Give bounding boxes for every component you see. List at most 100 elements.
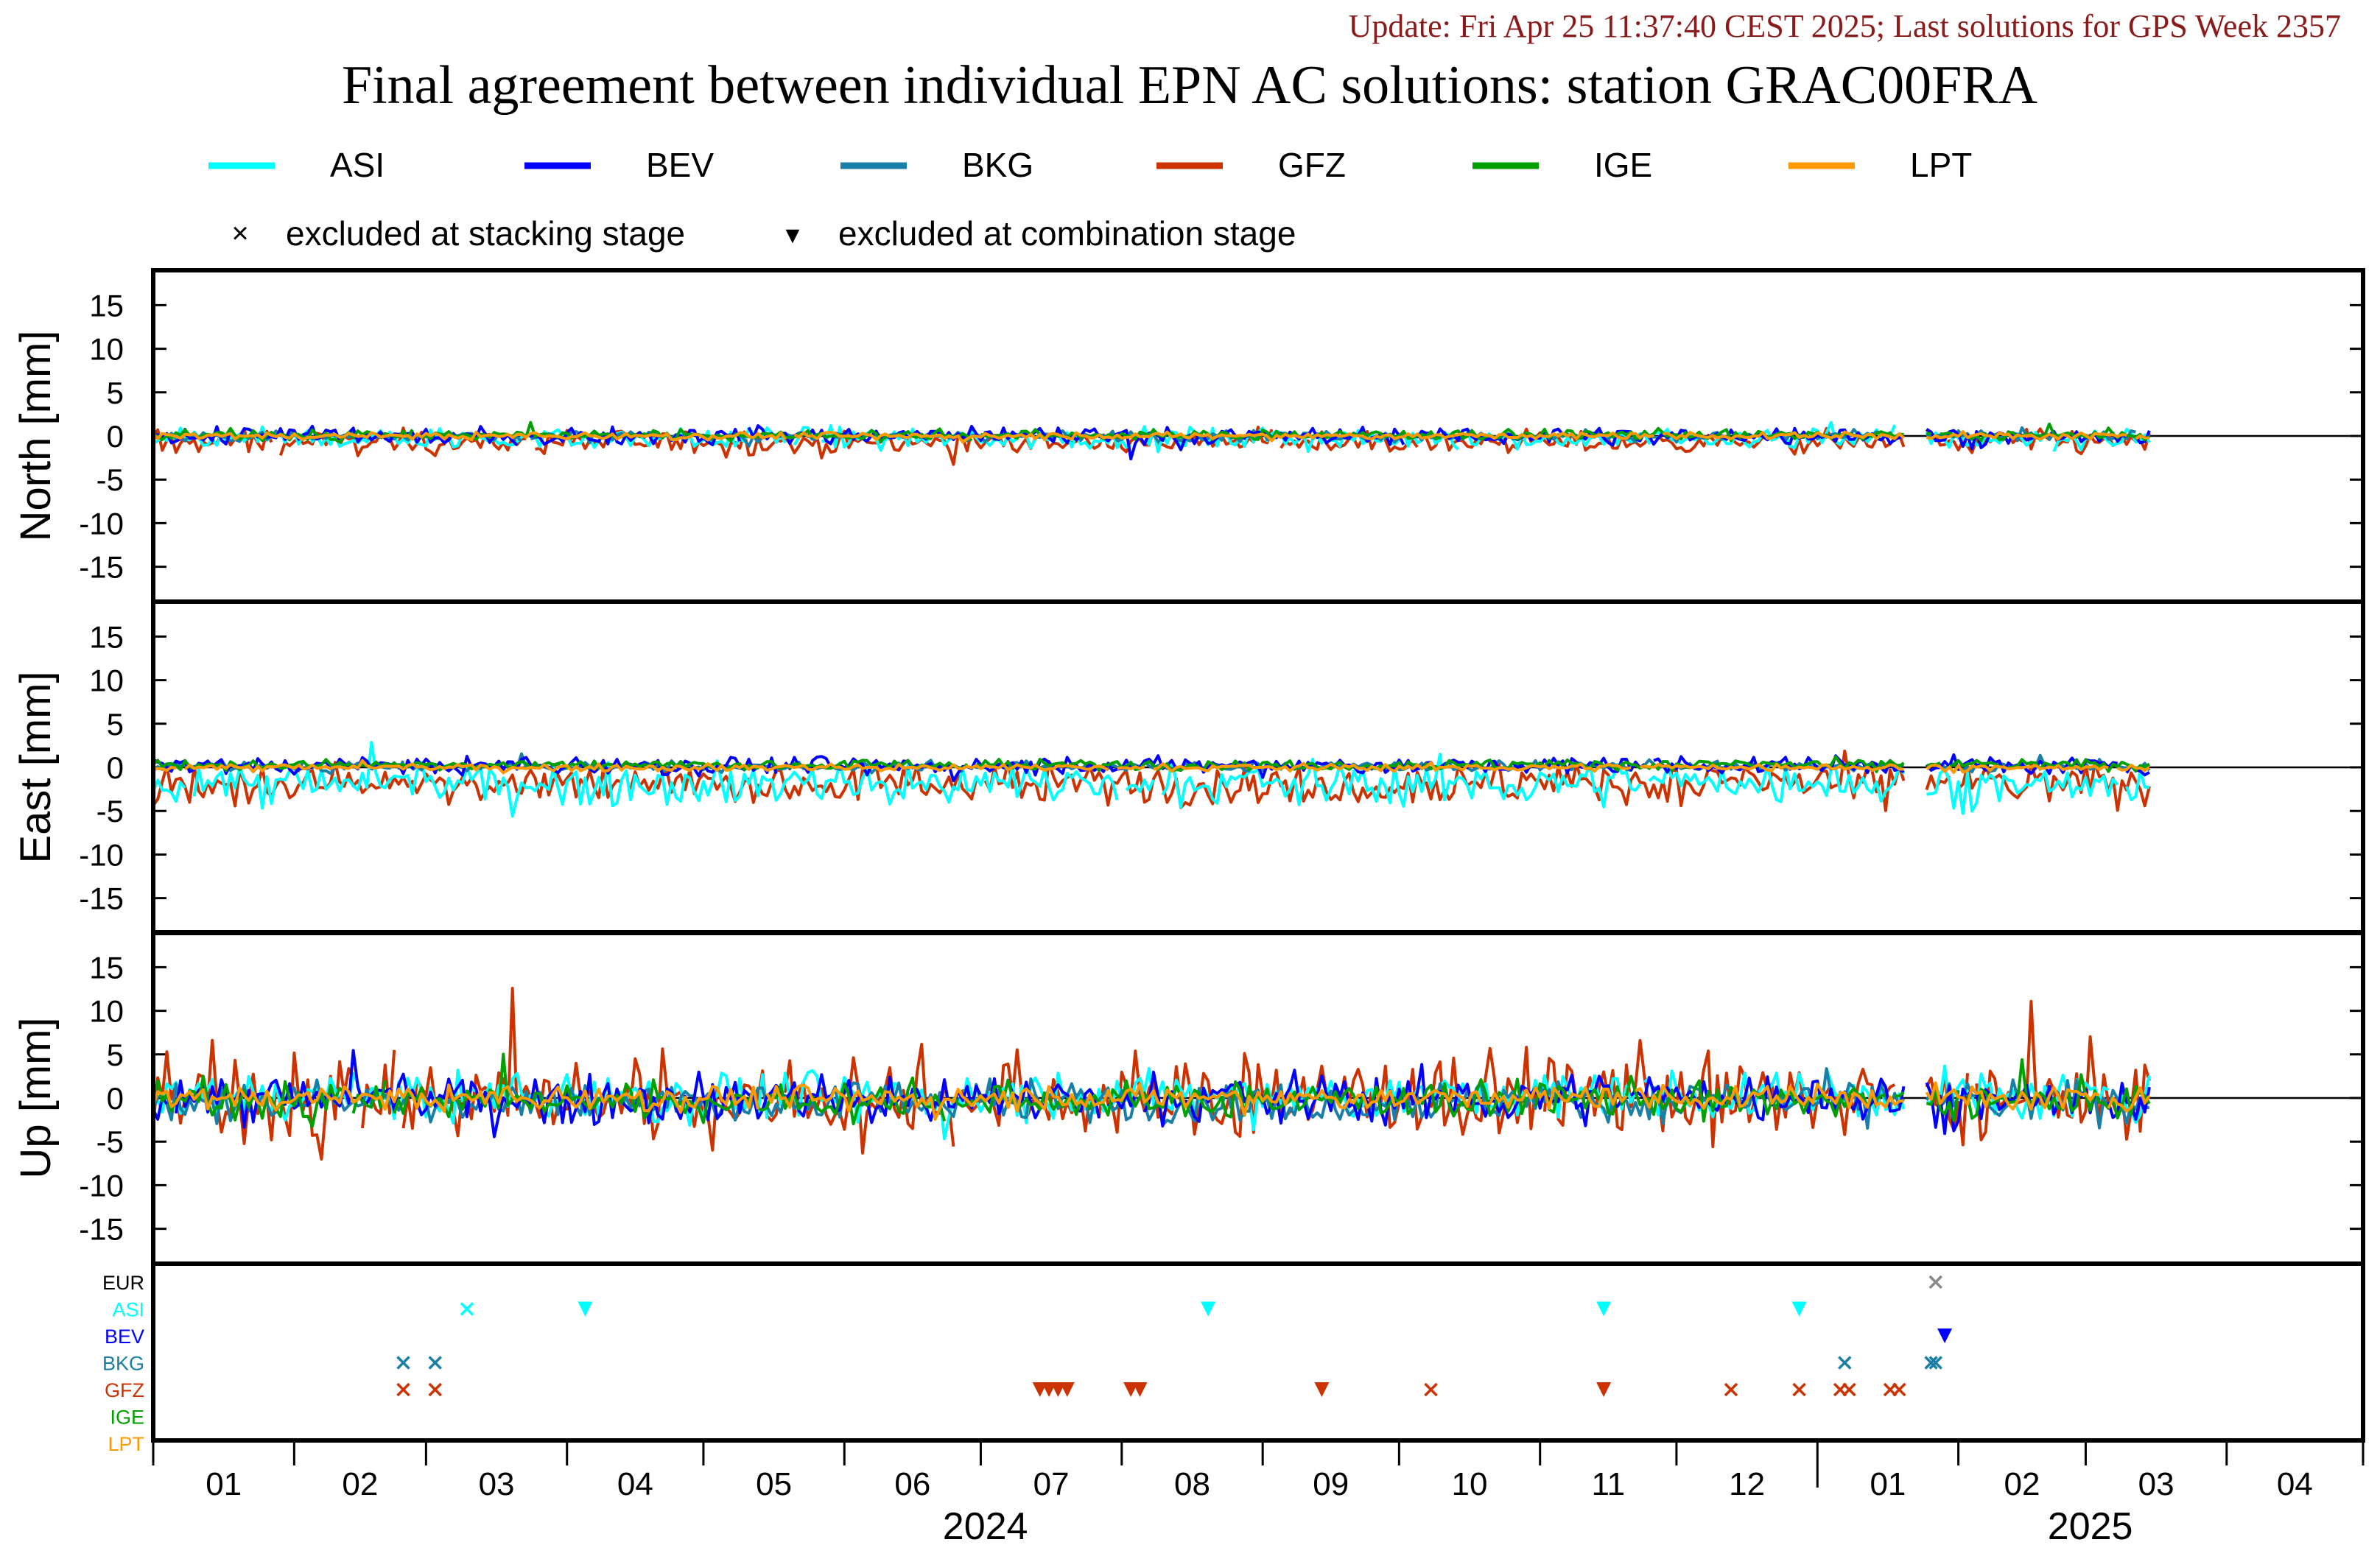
exclusion-marker-stacking-eur [1928,1275,1942,1289]
xtick-label-month: 03 [2138,1466,2174,1502]
panels: 15 10 5 0 -5 -10 -15 North [mm] 15 10 5 0 -5 -10 -15 Ea… [12,268,2365,1266]
panel-north: 15 10 5 0 -5 -10 -15 North [mm] [12,268,2365,604]
exclusion-marker-stacking-gfz [1842,1382,1856,1397]
exclusion-row-label-bkg: BKG [102,1353,144,1375]
legend: ASI BEV BKG GFZ IGE LPT × excluded at stacking … [208,146,1972,253]
exclusion-marker-stacking-asi [460,1302,474,1316]
xtick-label-month: 01 [206,1466,242,1502]
exclusion-marker-stacking-bkg [396,1356,410,1370]
xtick-label-month: 03 [479,1466,515,1502]
ytick-label-east: 5 [107,707,124,742]
ytick-label-north: -15 [79,550,124,585]
ytick-label-up: 5 [107,1038,124,1072]
series-line-asi-east [152,741,2150,818]
ytick-label-north: -10 [79,506,124,541]
exclusion-row-label-gfz: GFZ [105,1379,144,1401]
ytick-label-up: 15 [89,950,124,985]
xtick-label-month: 02 [2004,1466,2040,1502]
ytick-label-east: 10 [89,664,124,698]
exclusion-marker-combination-gfz [1596,1382,1612,1397]
xlabel-year-2024: 2024 [943,1505,1028,1545]
exclusion-marker-combination-gfz [1132,1382,1148,1397]
exclusion-row-label-eur: EUR [102,1272,144,1294]
xtick-label-month: 02 [342,1466,378,1502]
exclusion-marker-combination-gfz [1059,1382,1075,1397]
ylabel-up: Up [mm] [12,1017,60,1178]
legend-label-asi: ASI [330,146,385,184]
ytick-label-up: 0 [107,1081,124,1116]
ylabel-north: North [mm] [12,331,60,542]
exclusion-marker-stacking-gfz [1424,1382,1438,1397]
legend-label-ige: IGE [1594,146,1652,184]
panel-east: 15 10 5 0 -5 -10 -15 East [mm] [12,599,2365,935]
ytick-label-north: 5 [107,376,124,410]
ytick-label-east: -10 [79,837,124,872]
update-text: Update: Fri Apr 25 11:37:40 CEST 2025; L… [1349,8,2341,44]
series-line-lpt-north [152,430,2150,444]
xtick-label-month: 04 [2277,1466,2313,1502]
exclusion-row-label-lpt: LPT [108,1433,144,1455]
xtick-label-month: 05 [756,1466,792,1502]
ytick-label-up: 10 [89,994,124,1029]
legend-marker-label-combination: excluded at combination stage [838,214,1296,253]
exclusion-marker-stacking-gfz [1724,1382,1738,1397]
ytick-label-east: -15 [79,881,124,916]
series-line-lpt-up [152,1081,2151,1121]
ytick-label-east: 0 [107,750,124,785]
series-line-ige-east [152,755,2150,773]
exclusion-marker-combination-bev [1937,1328,1953,1343]
exclusion-marker-stacking-gfz [1792,1382,1806,1397]
chart-title: Final agreement between individual EPN A… [342,55,2037,116]
exclusion-marker-combination-asi [578,1301,593,1317]
panel-up: 15 10 5 0 -5 -10 -15 Up [mm] [12,930,2365,1266]
ytick-label-north: 0 [107,419,124,454]
exclusion-marker-combination-asi [1201,1301,1216,1317]
ytick-label-north: 10 [89,332,124,367]
legend-marker-symbol-combination: ▼ [781,222,804,248]
ytick-label-up: -10 [79,1168,124,1203]
xtick-label-month: 09 [1313,1466,1349,1502]
exclusion-marker-stacking-bkg [1924,1356,1938,1370]
exclusion-row-label-bev: BEV [105,1326,144,1348]
ytick-label-east: 15 [89,619,124,654]
exclusion-marker-stacking-bkg [1928,1356,1942,1370]
exclusion-row-label-asi: ASI [112,1299,144,1321]
exclusion-marker-combination-asi [1596,1301,1612,1317]
exclusion-marker-combination-asi [1791,1301,1807,1317]
series-line-gfz-up [152,987,2151,1161]
ytick-label-north: 15 [89,288,124,323]
xtick-label-month: 07 [1033,1466,1070,1502]
legend-marker-symbol-stacking: × [231,217,248,250]
xtick-label-month: 10 [1452,1466,1488,1502]
exclusion-frame [151,1261,2365,1443]
xlabel-year-2025: 2025 [2048,1505,2133,1545]
legend-label-bev: BEV [646,146,714,184]
legend-label-gfz: GFZ [1278,146,1346,184]
series-line-ige-up [152,1052,2151,1128]
x-axis: 01 02 03 04 05 06 07 08 09 10 11 12 01 02 03 04 2024 2025 [152,1440,2365,1545]
legend-label-lpt: LPT [1910,146,1972,184]
legend-label-bkg: BKG [962,146,1033,184]
xtick-label-month: 11 [1591,1466,1625,1502]
exclusion-marker-stacking-gfz [1892,1382,1906,1397]
exclusion-marker-stacking-gfz [428,1382,442,1397]
exclusion-marker-stacking-bkg [428,1356,442,1370]
ytick-label-north: -5 [96,462,124,497]
ytick-label-east: -5 [96,794,124,828]
legend-marker-label-stacking: excluded at stacking stage [286,214,685,253]
xtick-label-month: 12 [1729,1466,1765,1502]
exclusion-panel: EUR ASI BEV BKG GFZ IGE LPT [102,1261,2365,1455]
ylabel-east: East [mm] [12,671,60,863]
xtick-label-month: 04 [617,1466,653,1502]
exclusion-marker-stacking-bkg [1838,1356,1852,1370]
xtick-label-month: 06 [894,1466,930,1502]
xtick-label-month: 08 [1174,1466,1210,1502]
exclusion-marker-stacking-gfz [396,1382,410,1397]
exclusion-marker-combination-gfz [1314,1382,1330,1397]
exclusion-row-label-ige: IGE [110,1407,144,1429]
series-line-lpt-east [153,759,2150,775]
ytick-label-up: -5 [96,1125,124,1159]
ytick-label-up: -15 [79,1212,124,1247]
xtick-label-month: 01 [1870,1466,1906,1502]
